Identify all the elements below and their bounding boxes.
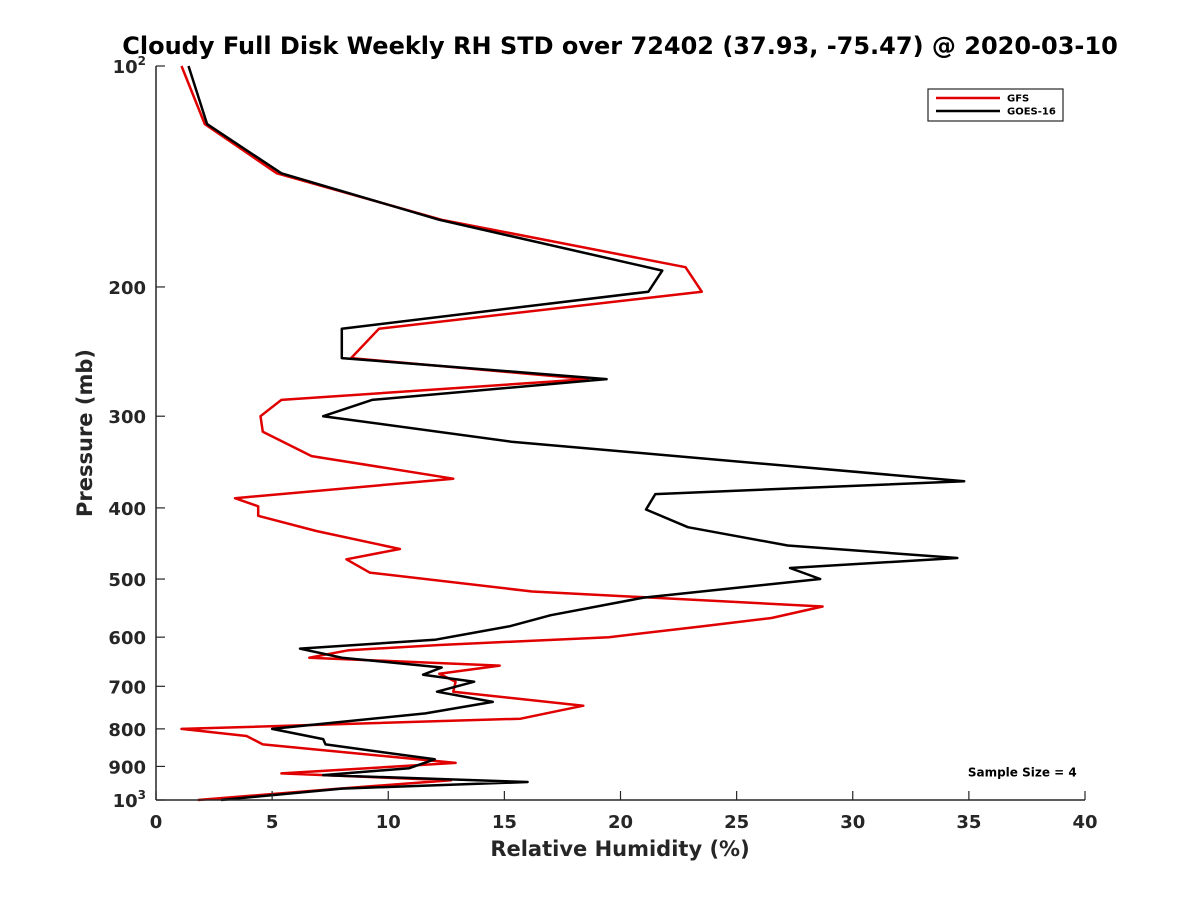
x-tick-label: 15 [492,812,517,833]
x-tick-label: 0 [150,812,163,833]
y-tick-label-base: 400 [108,499,146,520]
x-tick-label: 20 [608,812,633,833]
y-tick-label: 103 [113,788,146,812]
y-tick-label-base: 10 [113,57,138,78]
x-tick-label: 10 [376,812,401,833]
x-ticks: 0 5 10 15 20 25 30 35 40 [150,791,1098,833]
y-tick-label-exponent: 2 [138,54,146,68]
x-tick-label: 40 [1072,812,1097,833]
legend-box [927,88,1064,122]
y-tick-label: 500 [108,570,146,591]
series-layer [180,65,966,802]
legend-entries: GFS GOES-16 [936,94,1056,118]
y-tick-label: 200 [108,278,146,299]
plot-area [156,66,1085,800]
x-tick-label: 25 [724,812,749,833]
y-tick-label: 400 [108,499,146,520]
legend: GFS GOES-16 [927,88,1064,122]
y-tick-label: 800 [108,720,146,741]
sample-size-annotation: Sample Size = 4 [968,766,1077,780]
plot-background [156,66,1085,800]
y-tick-label-base: 300 [108,407,146,428]
legend-label: GOES-16 [1007,107,1056,118]
y-tick-label-base: 200 [108,278,146,299]
y-tick-label-base: 500 [108,570,146,591]
x-axis-label: Relative Humidity (%) [490,837,749,861]
y-tick-label: 300 [108,407,146,428]
y-tick-label: 900 [108,757,146,778]
y-axis-label: Pressure (mb) [73,349,97,517]
y-tick-label-base: 600 [108,628,146,649]
y-tick-label: 700 [108,677,146,698]
chart-title: Cloudy Full Disk Weekly RH STD over 7240… [122,32,1118,60]
x-tick-label: 30 [840,812,865,833]
y-tick-label-exponent: 3 [138,788,146,802]
legend-label: GFS [1007,94,1029,105]
x-tick-label: 5 [266,812,279,833]
y-tick-label-base: 700 [108,677,146,698]
y-tick-label-base: 10 [113,791,138,812]
x-tick-label: 35 [956,812,981,833]
annotation-layer: Sample Size = 4 [968,766,1077,780]
y-tick-label: 102 [113,54,146,78]
y-tick-label-base: 900 [108,757,146,778]
y-tick-label-base: 800 [108,720,146,741]
y-tick-label: 600 [108,628,146,649]
series-line-goes-16 [187,65,966,802]
